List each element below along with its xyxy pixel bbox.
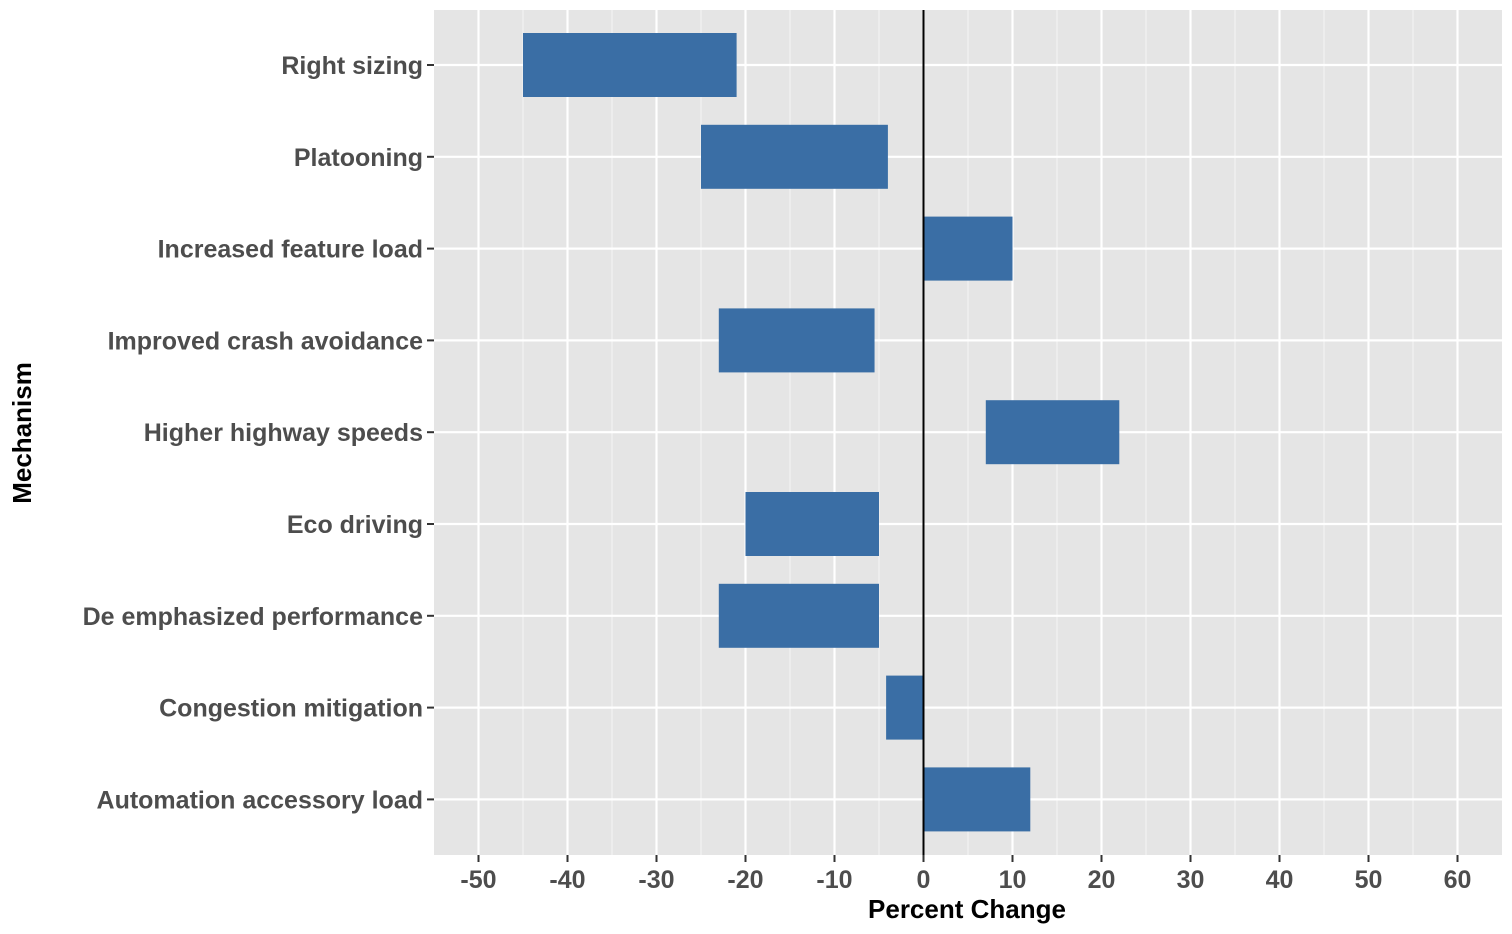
bar bbox=[701, 124, 888, 189]
x-tick-label: 30 bbox=[1177, 866, 1205, 894]
x-tick-label: 0 bbox=[917, 866, 931, 894]
bar bbox=[718, 583, 879, 648]
bar bbox=[718, 308, 875, 373]
y-axis: Right sizing Platooning Increased feature … bbox=[83, 52, 434, 814]
x-tick-label: -20 bbox=[727, 866, 763, 894]
bar bbox=[745, 492, 879, 556]
x-tick-label: -50 bbox=[460, 866, 496, 894]
x-tick-label: 20 bbox=[1088, 866, 1116, 894]
bar bbox=[523, 33, 737, 97]
x-tick-label: -10 bbox=[816, 866, 852, 894]
x-tick-label: -30 bbox=[638, 866, 674, 894]
bar bbox=[886, 675, 924, 740]
x-tick-label: 50 bbox=[1355, 866, 1383, 894]
category-label: Platooning bbox=[294, 144, 423, 172]
bar bbox=[985, 400, 1120, 465]
x-axis-title: Percent Change bbox=[868, 894, 1066, 924]
category-label: Improved crash avoidance bbox=[108, 327, 424, 355]
category-label: Eco driving bbox=[287, 511, 423, 539]
x-tick-label: -40 bbox=[549, 866, 585, 894]
bar bbox=[923, 767, 1031, 832]
bars bbox=[523, 33, 1120, 832]
x-axis: -50 -40 -30 -20 -10 0 10 20 30 40 50 60 bbox=[460, 855, 1471, 894]
category-label: Congestion mitigation bbox=[159, 695, 423, 723]
category-label: Automation accessory load bbox=[97, 786, 423, 814]
x-tick-label: 10 bbox=[999, 866, 1027, 894]
category-label: Increased feature load bbox=[158, 236, 423, 264]
x-tick-label: 60 bbox=[1444, 866, 1472, 894]
category-label: De emphasized performance bbox=[83, 603, 423, 631]
category-label: Right sizing bbox=[281, 52, 423, 80]
y-axis-title: Mechanism bbox=[7, 362, 37, 504]
category-label: Higher highway speeds bbox=[144, 419, 423, 447]
bar bbox=[923, 216, 1013, 281]
x-tick-label: 40 bbox=[1266, 866, 1294, 894]
